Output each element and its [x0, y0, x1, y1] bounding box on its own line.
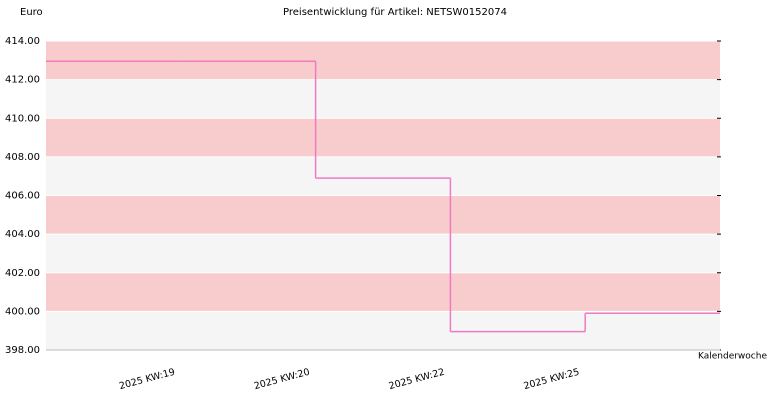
y-tick-label: 402.00 [5, 268, 40, 279]
plot-band [46, 234, 720, 273]
y-tick-label: 404.00 [5, 229, 40, 240]
plot-band [46, 195, 720, 235]
y-tick-label: 412.00 [5, 75, 40, 86]
y-tick-label: 406.00 [5, 191, 40, 202]
plot-band [46, 41, 720, 80]
y-tick-label: 410.00 [5, 113, 40, 124]
x-tick-label: 2025 KW:19 [118, 367, 176, 392]
y-tick-label: 398.00 [5, 345, 40, 356]
y-tick-label: 408.00 [5, 152, 40, 163]
x-tick-label: 2025 KW:25 [523, 367, 581, 392]
y-tick-label: 400.00 [5, 306, 40, 317]
x-axis-label: Kalenderwoche [698, 352, 767, 362]
x-tick-label: 2025 KW:22 [388, 367, 446, 392]
chart-title: Preisentwicklung für Artikel: NETSW01520… [283, 7, 507, 18]
plot-band [46, 79, 720, 119]
plot-band [46, 272, 720, 312]
x-tick-label: 2025 KW:20 [253, 367, 311, 392]
plot-band [46, 118, 720, 157]
y-tick-label: 414.00 [5, 36, 40, 47]
y-axis-label: Euro [20, 7, 43, 18]
plot-band [46, 156, 720, 196]
plot-band [46, 311, 720, 350]
